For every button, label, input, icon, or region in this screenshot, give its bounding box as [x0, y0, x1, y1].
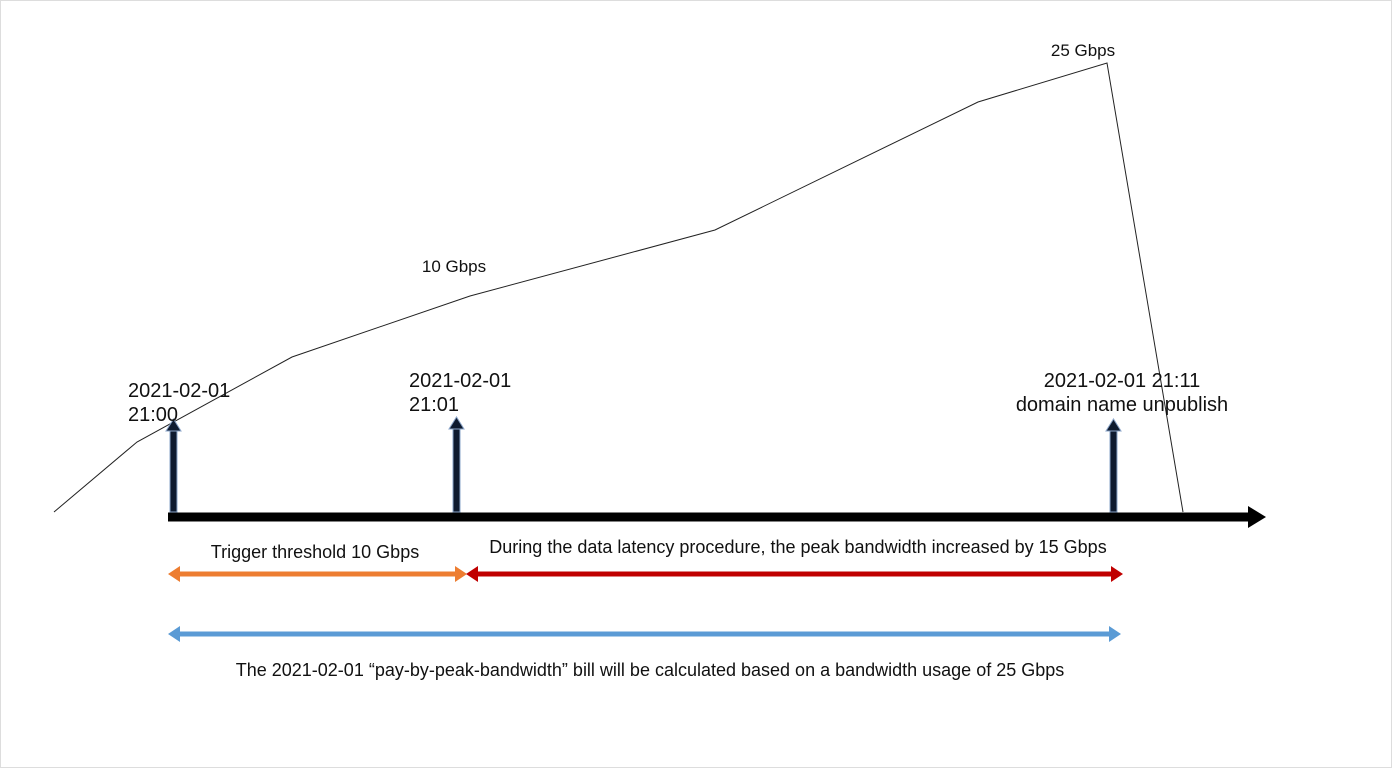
event-marker	[165, 418, 182, 513]
event-marker	[1105, 418, 1122, 513]
event-label: 2021-02-01	[409, 370, 511, 392]
time-axis-arrowhead	[1248, 506, 1266, 528]
event-marker	[448, 416, 465, 513]
peak-label: 25 Gbps	[1051, 41, 1115, 60]
event-label: 21:00	[128, 404, 178, 426]
threshold-span	[168, 566, 467, 582]
billing-note: The 2021-02-01 “pay-by-peak-bandwidth” b…	[236, 660, 1065, 680]
span-label: Trigger threshold 10 Gbps	[211, 542, 419, 562]
event-label: 21:01	[409, 394, 459, 416]
bandwidth-curve	[53, 62, 1184, 513]
event-label: 2021-02-01 21:11	[1044, 370, 1200, 392]
event-label: domain name unpublish	[1016, 394, 1228, 416]
latency-span	[466, 566, 1123, 582]
peak-label: 10 Gbps	[422, 257, 486, 276]
span-label: During the data latency procedure, the p…	[489, 537, 1106, 557]
event-label: 2021-02-01	[128, 380, 230, 402]
billing-span	[168, 626, 1121, 642]
